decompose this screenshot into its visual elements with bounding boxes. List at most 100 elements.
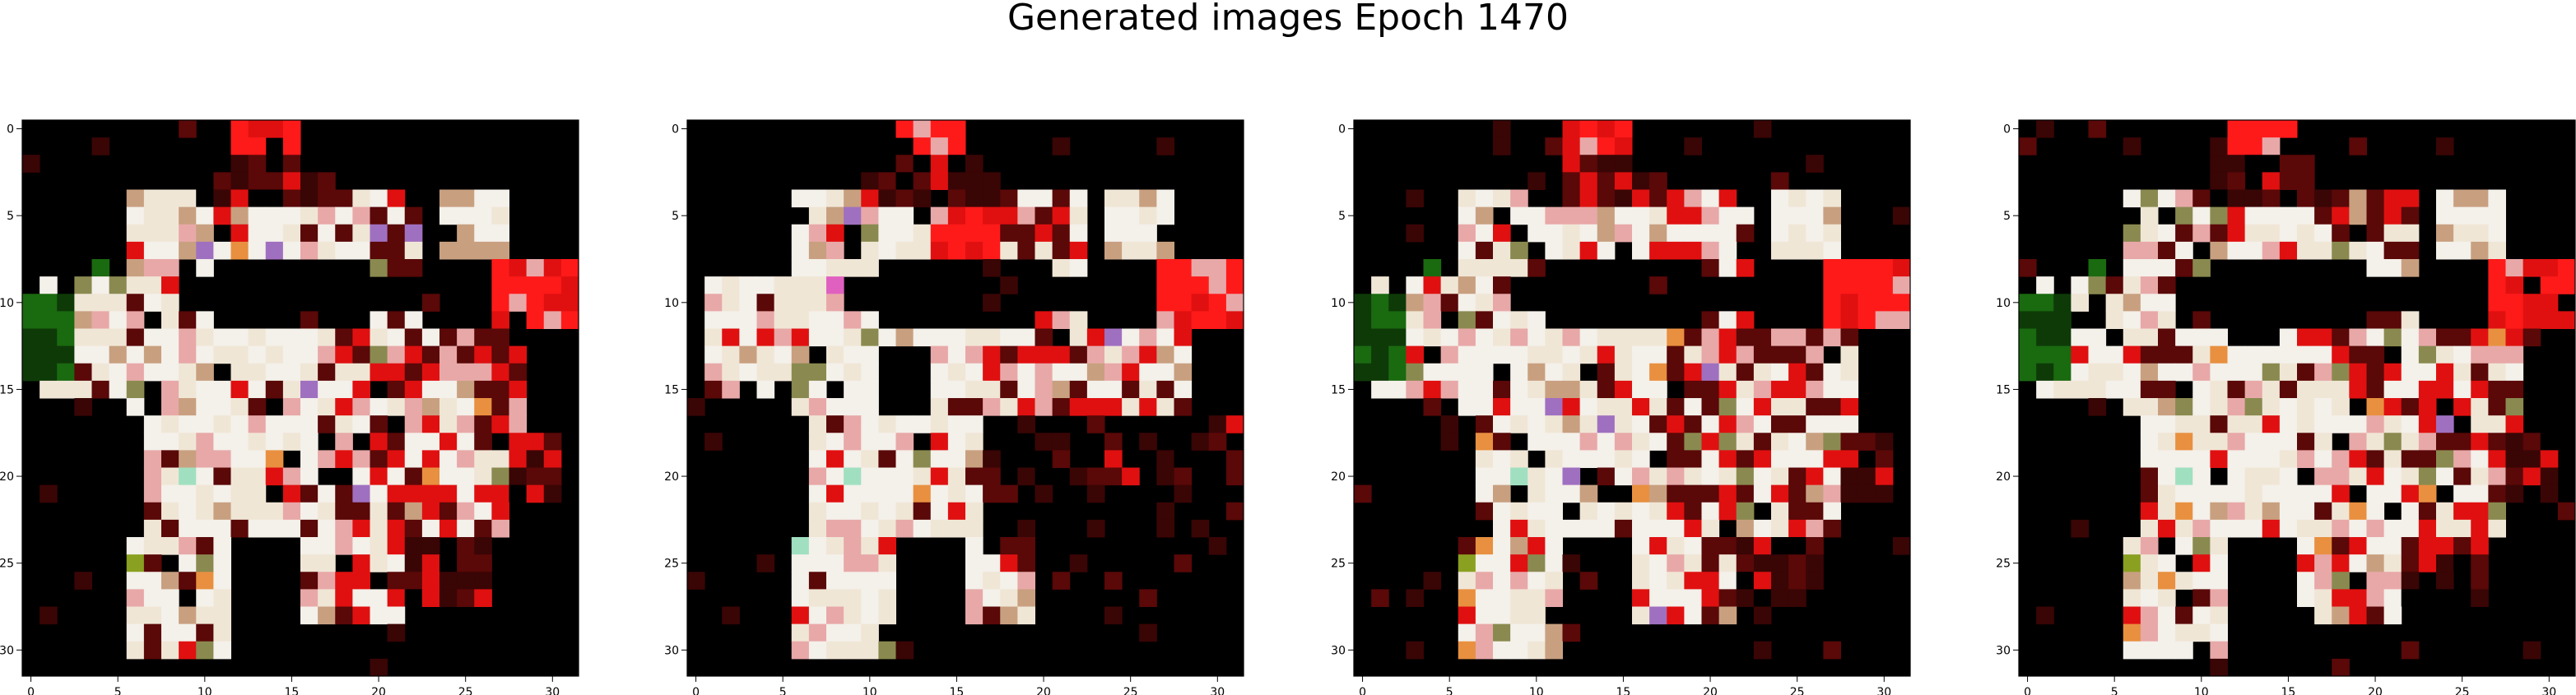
image-pixel: [526, 294, 545, 312]
image-pixel: [2297, 398, 2315, 416]
image-pixel: [861, 519, 879, 538]
x-tick-label: 20: [2368, 686, 2383, 695]
image-pixel: [1035, 206, 1053, 225]
image-pixel: [1840, 433, 1859, 451]
image-pixel: [2366, 589, 2385, 608]
image-pixel: [722, 345, 740, 364]
image-pixel: [2297, 363, 2315, 382]
image-pixel: [439, 363, 458, 382]
image-pixel: [126, 363, 145, 382]
image-pixel: [1823, 450, 1842, 469]
image-pixel: [2175, 363, 2193, 382]
image-pixel: [1527, 537, 1546, 555]
image-pixel: [1788, 467, 1806, 486]
image-pixel: [2158, 623, 2176, 642]
image-pixel: [1718, 363, 1737, 382]
image-pixel: [1718, 484, 1737, 503]
image-pixel: [1718, 380, 1737, 399]
image-pixel: [143, 572, 162, 590]
image-pixel: [509, 450, 528, 469]
image-pixel: [179, 572, 197, 590]
image-pixel: [2505, 415, 2524, 433]
image-pixel: [1771, 537, 1789, 555]
image-pixel: [2227, 415, 2246, 433]
image-pixel: [1458, 380, 1476, 399]
image-pixel: [2366, 363, 2385, 382]
image-pixel: [2210, 380, 2229, 399]
image-pixel: [2175, 572, 2193, 590]
image-pixel: [861, 572, 879, 590]
image-pixel: [808, 311, 827, 330]
image-pixel: [2244, 120, 2263, 138]
image-pixel: [2140, 311, 2159, 330]
image-pixel: [1052, 241, 1071, 260]
image-pixel: [2192, 380, 2211, 399]
image-pixel: [861, 380, 879, 399]
image-pixel: [2244, 450, 2263, 469]
image-pixel: [1545, 328, 1564, 347]
image-pixel: [2523, 294, 2541, 312]
image-pixel: [983, 484, 1001, 503]
image-pixel: [1440, 276, 1459, 294]
image-pixel: [248, 415, 267, 433]
image-pixel: [1440, 345, 1459, 364]
image-pixel: [143, 606, 162, 625]
image-pixel: [1139, 363, 1157, 382]
image-pixel: [2418, 433, 2437, 451]
image-pixel: [2140, 589, 2159, 608]
image-pixel: [404, 467, 423, 486]
image-pixel: [1736, 467, 1755, 486]
image-pixel: [1806, 363, 1824, 382]
image-pixel: [2349, 537, 2368, 555]
image-pixel: [2366, 206, 2385, 225]
image-pixel: [1000, 224, 1018, 243]
image-pixel: [2488, 450, 2507, 469]
image-pixel: [1527, 589, 1546, 608]
image-pixel: [2383, 328, 2402, 347]
image-pixel: [213, 537, 232, 555]
image-pixel: [2244, 206, 2263, 225]
image-pixel: [1527, 259, 1546, 277]
image-pixel: [2401, 519, 2420, 538]
image-pixel: [1614, 415, 1633, 433]
image-pixel: [2019, 259, 2037, 277]
image-pixel: [1052, 206, 1071, 225]
image-pixel: [265, 467, 284, 486]
image-pixel: [2227, 502, 2246, 521]
image-pixel: [1493, 572, 1511, 590]
image-pixel: [318, 537, 336, 555]
image-pixel: [756, 311, 775, 330]
image-pixel: [2158, 276, 2176, 294]
image-pixel: [1545, 345, 1564, 364]
image-pixel: [878, 206, 897, 225]
image-pixel: [1667, 467, 1685, 486]
image-pixel: [826, 589, 844, 608]
image-pixel: [2279, 519, 2298, 538]
image-pixel: [2210, 206, 2229, 225]
image-pixel: [1718, 606, 1737, 625]
image-pixel: [2105, 363, 2124, 382]
image-pixel: [2366, 433, 2385, 451]
image-pixel: [1017, 467, 1036, 486]
image-pixel: [1371, 380, 1389, 399]
image-pixel: [722, 363, 740, 382]
image-pixel: [861, 450, 879, 469]
image-pixel: [352, 398, 371, 416]
image-pixel: [421, 589, 440, 608]
image-pixel: [2140, 572, 2159, 590]
y-tick-label: 25: [664, 558, 679, 571]
image-pixel: [2158, 398, 2176, 416]
image-pixel: [2436, 519, 2454, 538]
image-pixel: [1579, 189, 1598, 208]
image-pixel: [2383, 433, 2402, 451]
image-pixel: [2175, 450, 2193, 469]
image-pixel: [2192, 189, 2211, 208]
image-pixel: [808, 415, 827, 433]
image-pixel: [1104, 241, 1123, 260]
image-pixel: [2123, 363, 2141, 382]
image-pixel: [421, 450, 440, 469]
image-pixel: [895, 189, 914, 208]
image-pixel: [1191, 276, 1210, 294]
image-pixel: [861, 641, 879, 660]
